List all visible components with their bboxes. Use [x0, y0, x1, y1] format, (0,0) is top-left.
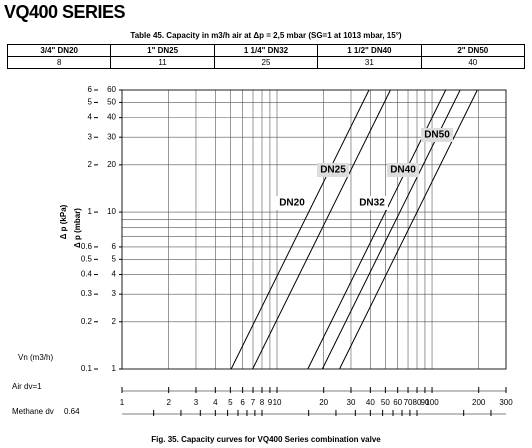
- y2-tick-label: 0.4: [81, 270, 93, 279]
- y-tick-label: 3: [112, 289, 117, 298]
- series-label: DN32: [359, 198, 385, 209]
- x-tick-label: 30: [347, 398, 356, 407]
- table-caption: Table 45. Capacity in m3/h air at Δp = 2…: [130, 31, 402, 40]
- label-box: [421, 128, 453, 142]
- table-row: 8 11 25 31 40: [6, 56, 526, 69]
- y2-tick-label: 0.6: [81, 242, 93, 251]
- cell: 40: [420, 56, 526, 69]
- label-box: [356, 196, 388, 210]
- label-box: [317, 163, 349, 177]
- y2-axis-label: Δ p (kPa): [59, 204, 68, 239]
- capacity-line: [252, 89, 391, 370]
- x-tick-label: 100: [425, 398, 439, 407]
- y-tick-label: 5: [112, 254, 117, 263]
- x-tick-label: 8: [260, 398, 265, 407]
- y2-tick-label: 0.2: [81, 317, 93, 326]
- table-header: 3/4" DN20 1" DN25 1 1/4" DN32 1 1/2" DN4…: [6, 44, 526, 57]
- x-tick-label: 300: [499, 398, 513, 407]
- y2-tick-label: 6: [88, 85, 93, 94]
- y-tick-label: 30: [107, 132, 116, 141]
- y-tick-label: 50: [107, 98, 116, 107]
- series-label: DN50: [424, 130, 450, 141]
- cell: 11: [110, 56, 215, 69]
- x-tick-label: 2: [166, 398, 171, 407]
- label-box: [276, 196, 308, 210]
- y-tick-label: 10: [107, 207, 116, 216]
- y2-tick-label: 2: [88, 160, 93, 169]
- x-axis-label: Vn (m3/h): [18, 353, 53, 362]
- x-tick-label: 20: [319, 398, 328, 407]
- y-tick-label: 20: [107, 160, 116, 169]
- x-tick-label: 5: [228, 398, 233, 407]
- y2-tick-label: 3: [88, 132, 93, 141]
- x-tick-label: 80: [413, 398, 422, 407]
- x-tick-label: 40: [366, 398, 375, 407]
- page-title: VQ400 SERIES: [4, 2, 126, 22]
- x-tick-label: 10: [273, 398, 282, 407]
- series-label: DN25: [320, 165, 346, 176]
- x-tick-label: 4: [213, 398, 218, 407]
- y-tick-label: 60: [107, 85, 116, 94]
- x-tick-label: 1: [120, 398, 125, 407]
- air-axis-label: Air dv=1: [12, 382, 42, 391]
- series-label: DN40: [390, 165, 416, 176]
- x-tick-label: 7: [251, 398, 256, 407]
- plot-frame: [121, 89, 507, 370]
- x-tick-label: 50: [381, 398, 390, 407]
- x-tick-label: 9: [268, 398, 273, 407]
- capacity-table: 3/4" DN20 1" DN25 1 1/4" DN32 1 1/2" DN4…: [6, 44, 526, 69]
- x-tick-label: 70: [404, 398, 413, 407]
- x-tick-label: 90: [420, 398, 429, 407]
- methane-density: 0.64: [64, 407, 80, 416]
- cell: 8: [6, 56, 112, 69]
- series-label: DN20: [279, 198, 305, 209]
- y2-tick-label: 5: [88, 98, 93, 107]
- cell: 25: [213, 56, 319, 69]
- x-tick-label: 200: [472, 398, 486, 407]
- y2-tick-label: 1: [88, 207, 93, 216]
- x-tick-label: 60: [393, 398, 402, 407]
- x-tick-label: 3: [194, 398, 199, 407]
- y-tick-label: 6: [112, 242, 117, 251]
- y-tick-label: 2: [112, 317, 117, 326]
- y2-tick-label: 0.5: [81, 254, 93, 263]
- y-tick-label: 4: [112, 270, 117, 279]
- x-tick-label: 6: [240, 398, 245, 407]
- y2-tick-label: 4: [88, 113, 93, 122]
- figure-caption: Fig. 35. Capacity curves for VQ400 Serie…: [151, 435, 381, 444]
- capacity-line: [230, 89, 370, 370]
- y2-tick-label: 0.3: [81, 289, 93, 298]
- y2-tick-label: 0.1: [81, 364, 93, 373]
- label-box: [387, 163, 419, 177]
- y-tick-label: 40: [107, 113, 116, 122]
- y-tick-label: 1: [112, 364, 117, 373]
- methane-axis-label: Methane dv: [12, 407, 54, 416]
- y-axis-label: Δ p (mbar): [73, 208, 82, 248]
- capacity-line: [339, 89, 478, 370]
